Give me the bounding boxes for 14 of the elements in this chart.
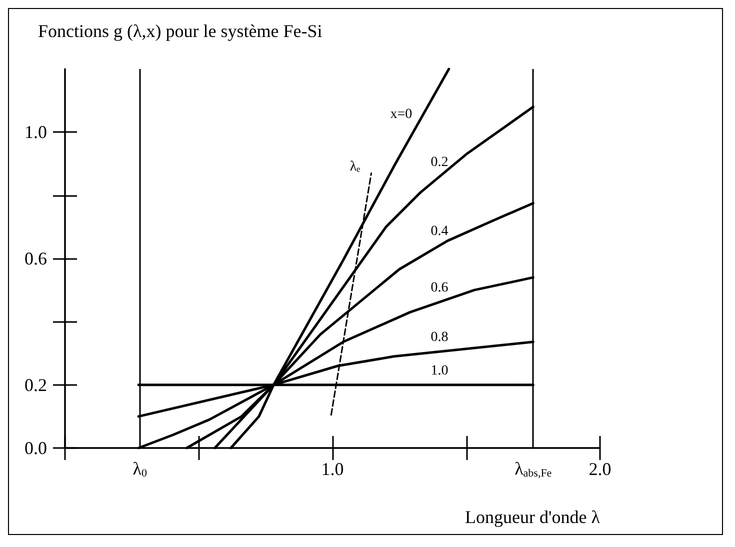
y-tick-label: 0.2 [24, 374, 47, 395]
series-label: x=0 [390, 106, 412, 122]
series-label: 0.2 [430, 155, 448, 170]
x-axis-title: Longueur d'onde λ [465, 507, 600, 527]
y-tick-label: 1.0 [24, 122, 47, 142]
series-label: λₑ [350, 160, 361, 175]
y-tick-label: 0.0 [24, 438, 47, 458]
x-tick-label: 2.0 [588, 459, 612, 479]
series-label: 1.0 [430, 363, 448, 378]
series-label: 0.8 [430, 330, 448, 346]
chart-title: Fonctions g (λ,x) pour le système Fe-Si [38, 21, 322, 41]
series-label: 0.4 [430, 224, 448, 240]
series-label: 0.6 [430, 280, 448, 296]
y-tick-label: 0.6 [24, 248, 47, 268]
